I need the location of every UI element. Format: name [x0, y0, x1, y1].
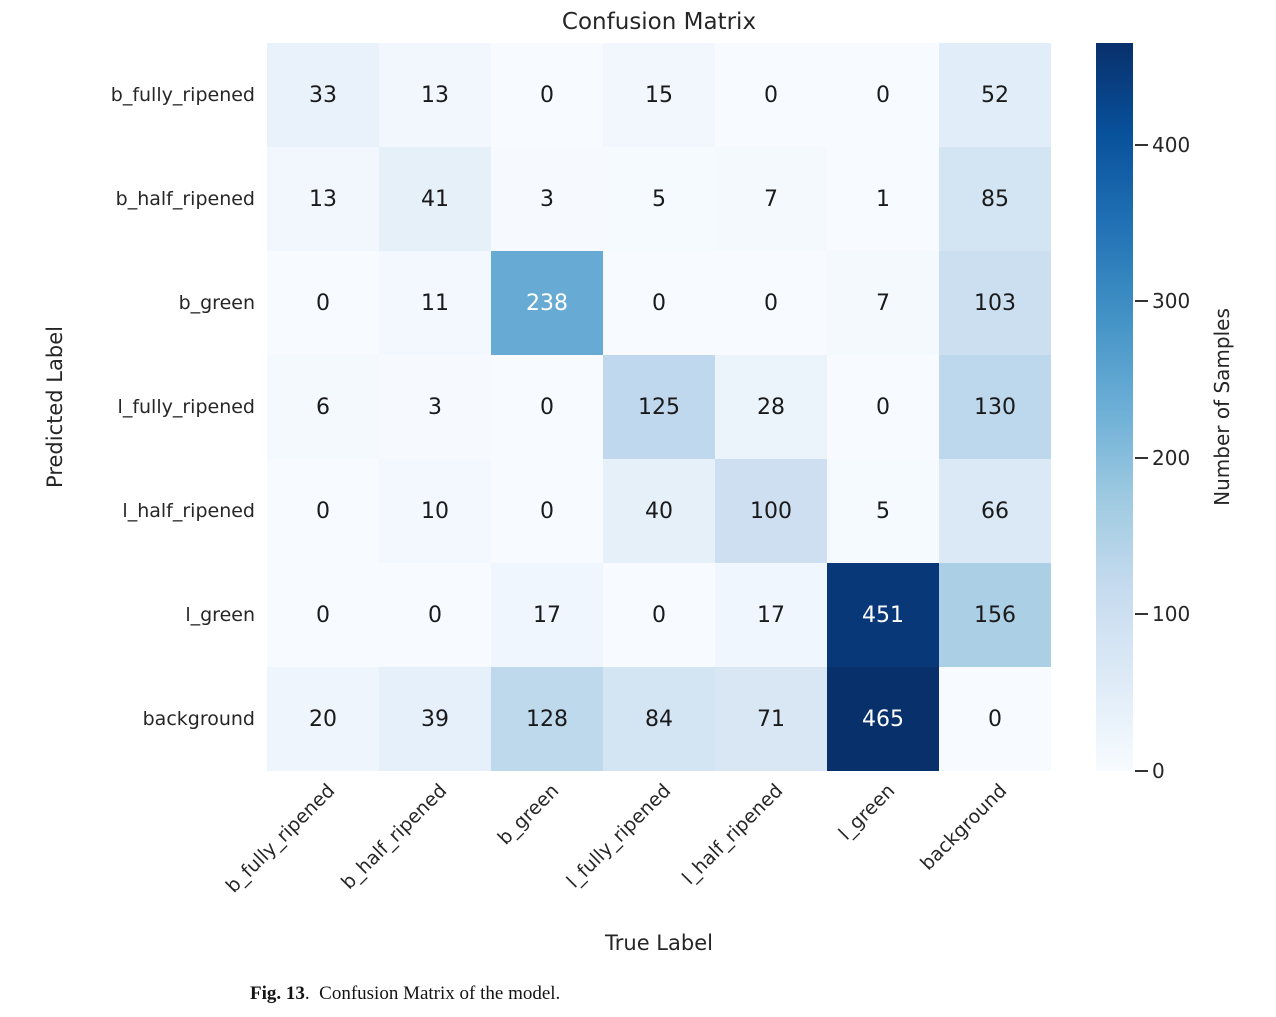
heatmap-cell-r3-c1: 3 — [379, 355, 491, 459]
heatmap-cell-r1-c3: 5 — [603, 147, 715, 251]
heatmap-cell-r2-c4: 0 — [715, 251, 827, 355]
heatmap-cell-r2-c6: 103 — [939, 251, 1051, 355]
heatmap-cell-r1-c1: 41 — [379, 147, 491, 251]
caption-text: . Confusion Matrix of the model. — [304, 983, 561, 1004]
y-tick-label-background: background — [142, 708, 255, 730]
heatmap-cell-r6-c0: 20 — [267, 667, 379, 771]
heatmap-cell-r3-c0: 6 — [267, 355, 379, 459]
heatmap-cell-r3-c5: 0 — [827, 355, 939, 459]
heatmap-cell-r5-c0: 0 — [267, 563, 379, 667]
heatmap-cell-r2-c5: 7 — [827, 251, 939, 355]
colorbar-tick-200 — [1135, 456, 1148, 459]
y-tick-label-l_fully_ripened: l_fully_ripened — [117, 396, 255, 418]
figure-caption: Fig. 13. Confusion Matrix of the model. — [250, 983, 560, 1005]
colorbar-tick-0 — [1135, 770, 1148, 772]
heatmap-cell-r5-c1: 0 — [379, 563, 491, 667]
heatmap-cell-r4-c6: 66 — [939, 459, 1051, 563]
heatmap-cell-r1-c4: 7 — [715, 147, 827, 251]
colorbar-tick-400 — [1135, 143, 1148, 146]
x-axis-label: True Label — [605, 931, 713, 955]
x-tick-label-b_green: b_green — [493, 779, 564, 850]
colorbar-axis-label: Number of Samples — [1210, 308, 1234, 506]
heatmap-cell-r3-c2: 0 — [491, 355, 603, 459]
caption-fig-number: Fig. 13 — [250, 983, 305, 1004]
heatmap-cell-r1-c0: 13 — [267, 147, 379, 251]
x-tick-label-b_half_ripened: b_half_ripened — [337, 779, 452, 894]
heatmap-cell-r0-c3: 15 — [603, 43, 715, 147]
heatmap-cell-r6-c5: 465 — [827, 667, 939, 771]
heatmap-cell-r3-c4: 28 — [715, 355, 827, 459]
heatmap-cell-r6-c1: 39 — [379, 667, 491, 771]
colorbar-tick-label-400: 400 — [1152, 132, 1191, 157]
heatmap-cell-r5-c5: 451 — [827, 563, 939, 667]
colorbar-tick-label-100: 100 — [1152, 602, 1191, 627]
x-tick-label-b_fully_ripened: b_fully_ripened — [221, 779, 340, 898]
heatmap-cell-r5-c2: 17 — [491, 563, 603, 667]
heatmap-cell-r3-c6: 130 — [939, 355, 1051, 459]
colorbar-tick-label-300: 300 — [1152, 289, 1191, 314]
heatmap-cell-r5-c4: 17 — [715, 563, 827, 667]
heatmap-cell-r2-c1: 11 — [379, 251, 491, 355]
heatmap-cell-r2-c0: 0 — [267, 251, 379, 355]
heatmap-cell-r4-c4: 100 — [715, 459, 827, 563]
colorbar — [1096, 43, 1133, 771]
x-tick-label-background: background — [916, 779, 1012, 875]
colorbar-tick-300 — [1135, 300, 1148, 303]
heatmap-cell-r0-c0: 33 — [267, 43, 379, 147]
confusion-matrix-heatmap: 33 13 0 15 0 0 52 13 41 3 5 7 1 85 0 11 238 0 0 7 103 6 3 0 125 2… — [267, 43, 1051, 771]
heatmap-cell-r1-c6: 85 — [939, 147, 1051, 251]
heatmap-cell-r4-c0: 0 — [267, 459, 379, 563]
y-tick-label-b_half_ripened: b_half_ripened — [115, 188, 255, 210]
heatmap-cell-r0-c4: 0 — [715, 43, 827, 147]
chart-title: Confusion Matrix — [561, 9, 757, 35]
heatmap-cell-r5-c6: 156 — [939, 563, 1051, 667]
heatmap-cell-r4-c2: 0 — [491, 459, 603, 563]
heatmap-cell-r0-c5: 0 — [827, 43, 939, 147]
heatmap-cell-r2-c2: 238 — [491, 251, 603, 355]
heatmap-cell-r0-c2: 0 — [491, 43, 603, 147]
heatmap-cell-r6-c6: 0 — [939, 667, 1051, 771]
heatmap-cell-r1-c2: 3 — [491, 147, 603, 251]
heatmap-cell-r6-c3: 84 — [603, 667, 715, 771]
y-tick-label-b_green: b_green — [178, 292, 255, 314]
heatmap-cell-r4-c1: 10 — [379, 459, 491, 563]
heatmap-cell-r0-c1: 13 — [379, 43, 491, 147]
colorbar-tick-100 — [1135, 613, 1148, 616]
heatmap-cell-r6-c2: 128 — [491, 667, 603, 771]
heatmap-cell-r6-c4: 71 — [715, 667, 827, 771]
y-tick-label-l_green: l_green — [185, 604, 255, 626]
heatmap-cell-r3-c3: 125 — [603, 355, 715, 459]
heatmap-cell-r4-c5: 5 — [827, 459, 939, 563]
heatmap-cell-r0-c6: 52 — [939, 43, 1051, 147]
y-tick-label-b_fully_ripened: b_fully_ripened — [110, 84, 255, 106]
colorbar-tick-label-200: 200 — [1152, 445, 1191, 470]
heatmap-cell-r4-c3: 40 — [603, 459, 715, 563]
colorbar-tick-label-0: 0 — [1152, 759, 1165, 783]
x-tick-label-l_green: l_green — [834, 779, 900, 845]
y-tick-label-l_half_ripened: l_half_ripened — [122, 500, 255, 522]
heatmap-cell-r1-c5: 1 — [827, 147, 939, 251]
heatmap-cell-r5-c3: 0 — [603, 563, 715, 667]
heatmap-cell-r2-c3: 0 — [603, 251, 715, 355]
